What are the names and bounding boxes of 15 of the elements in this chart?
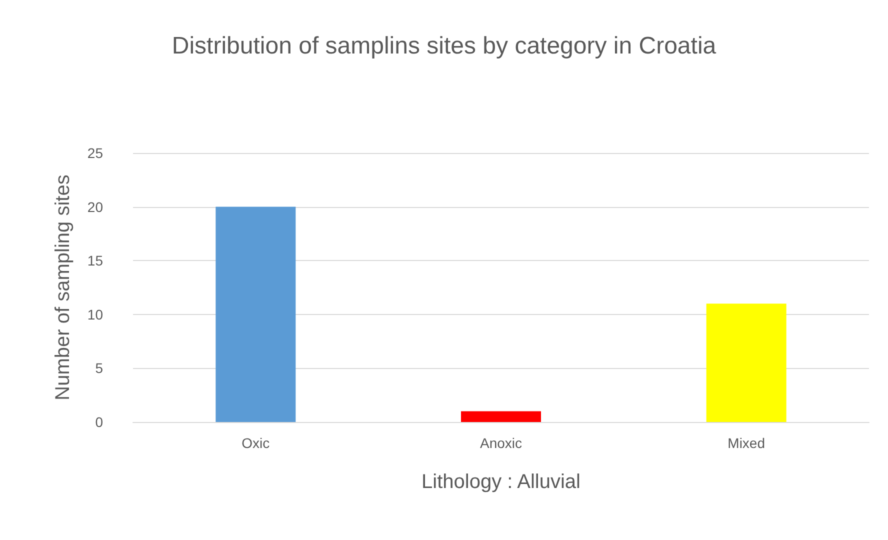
bar	[216, 206, 296, 422]
x-axis-title: Lithology : Alluvial	[422, 471, 580, 493]
y-tick-label: 25	[87, 145, 104, 161]
y-tick-label: 10	[87, 306, 104, 322]
bar	[706, 304, 786, 422]
y-axis-title: Number of sampling sites	[52, 174, 74, 400]
chart-title: Distribution of samplins sites by category in Croatia	[172, 32, 717, 60]
x-tick-label: Anoxic	[480, 435, 522, 451]
y-tick-label: 15	[87, 252, 104, 269]
y-tick-label: 0	[95, 414, 104, 430]
x-tick-label: Oxic	[242, 435, 270, 451]
bar	[461, 411, 541, 422]
y-tick-label: 5	[95, 360, 104, 376]
y-tick-label: 20	[87, 198, 104, 215]
x-tick-label: Mixed	[728, 435, 766, 451]
